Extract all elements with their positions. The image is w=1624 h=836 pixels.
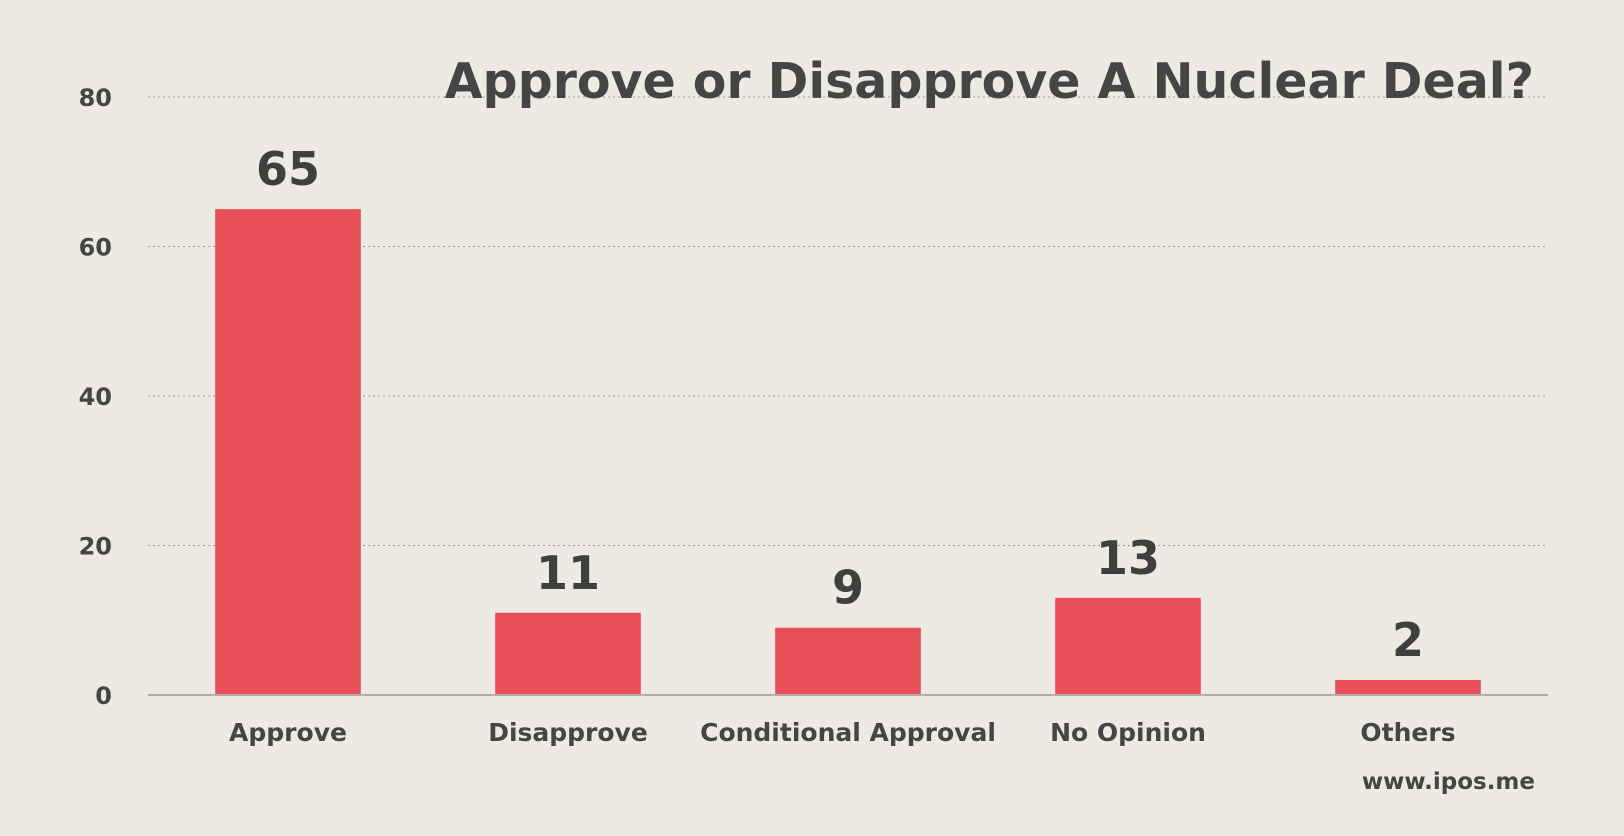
x-tick-label-4: Others <box>1360 718 1455 747</box>
gridlines <box>148 96 1548 546</box>
x-tick-label-0: Approve <box>229 718 347 747</box>
x-tick-label-2: Conditional Approval <box>700 718 996 747</box>
bar-no-opinion <box>1055 597 1201 694</box>
data-label-0: 65 <box>256 142 320 196</box>
bar-disapprove <box>495 612 641 694</box>
bars <box>215 209 1481 694</box>
y-tick-label-2: 40 <box>79 383 112 411</box>
source-link[interactable]: www.ipos.me <box>1362 769 1535 795</box>
bar-others <box>1335 680 1481 694</box>
labels: 0 20 40 60 80 65 Approve 11 Disapprove 9 Condition… <box>79 84 1456 747</box>
y-tick-label-4: 80 <box>79 84 112 112</box>
y-tick-label-0: 0 <box>95 682 112 710</box>
bar-conditional-approval <box>775 627 921 694</box>
y-tick-label-3: 60 <box>79 234 112 262</box>
x-tick-label-3: No Opinion <box>1050 718 1206 747</box>
chart-title: Approve or Disapprove A Nuclear Deal? <box>445 53 1534 110</box>
data-label-4: 2 <box>1392 613 1424 667</box>
y-tick-label-1: 20 <box>79 533 112 561</box>
data-label-1: 11 <box>536 546 600 600</box>
x-tick-label-1: Disapprove <box>488 718 648 747</box>
data-label-2: 9 <box>832 561 864 615</box>
data-label-3: 13 <box>1096 531 1160 585</box>
bar-approve <box>215 209 361 694</box>
